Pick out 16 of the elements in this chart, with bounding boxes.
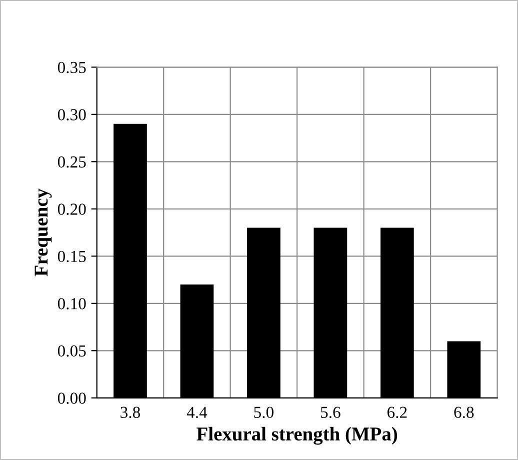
x-tick-label: 5.6 (320, 406, 340, 418)
y-tick-label: 0.00 (58, 392, 86, 404)
x-tick-label: 4.4 (186, 406, 208, 418)
y-tick-label: 0.10 (58, 298, 86, 310)
y-tick-label: 0.20 (58, 204, 86, 215)
y-tick-label: 0.25 (58, 156, 86, 168)
x-tick-label: 3.8 (120, 406, 140, 418)
y-tick-label: 0.05 (58, 345, 86, 357)
y-tick-label: 0.30 (58, 109, 86, 120)
y-tick-label: 0.15 (58, 250, 86, 262)
x-axis-title: Flexural strength (MPa) (196, 426, 398, 445)
x-tick-label: 5.0 (254, 406, 274, 418)
y-axis-title: Frequency (34, 188, 52, 276)
x-tick-label: 6.2 (387, 406, 407, 418)
y-tick-label: 0.35 (58, 62, 86, 74)
x-tick-label: 6.8 (454, 406, 474, 418)
